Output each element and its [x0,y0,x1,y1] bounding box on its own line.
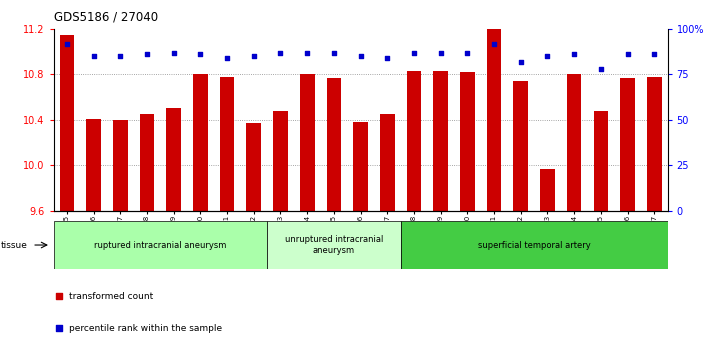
Text: superficial temporal artery: superficial temporal artery [478,241,590,249]
Bar [59,35,74,211]
Point [221,55,233,61]
Point [488,41,500,46]
Bar [113,120,128,211]
Bar [193,74,208,211]
Bar [166,109,181,211]
Text: unruptured intracranial
aneurysm: unruptured intracranial aneurysm [285,235,383,255]
Point [195,52,206,57]
Point [542,53,553,59]
Bar [487,29,501,211]
Point [88,53,99,59]
Point [622,52,633,57]
Bar [433,71,448,211]
Point [248,53,259,59]
Bar [267,221,401,269]
Point [515,59,526,65]
Point [54,293,65,299]
Bar [567,74,581,211]
Bar [593,111,608,211]
Bar [220,77,234,211]
Point [381,55,393,61]
Point [595,66,607,72]
Bar [300,74,315,211]
Text: GDS5186 / 27040: GDS5186 / 27040 [54,11,158,24]
Point [61,41,73,46]
Point [275,50,286,56]
Bar [620,78,635,211]
Text: ruptured intracranial aneurysm: ruptured intracranial aneurysm [94,241,226,249]
Point [568,52,580,57]
Text: tissue: tissue [1,241,28,249]
Bar [273,111,288,211]
Point [168,50,179,56]
Bar [380,114,395,211]
Point [54,325,65,331]
Bar [54,221,267,269]
Bar [513,81,528,211]
Point [435,50,446,56]
Point [114,53,126,59]
Point [301,50,313,56]
Bar [246,123,261,211]
Bar [540,168,555,211]
Bar [353,122,368,211]
Bar [140,114,154,211]
Point [141,52,153,57]
Bar [407,71,421,211]
Point [408,50,420,56]
Point [328,50,340,56]
Bar [86,119,101,211]
Bar [460,72,475,211]
Bar [326,78,341,211]
Text: percentile rank within the sample: percentile rank within the sample [69,324,222,333]
Bar [401,221,668,269]
Point [355,53,366,59]
Bar [647,77,662,211]
Point [462,50,473,56]
Text: transformed count: transformed count [69,292,154,301]
Point [648,52,660,57]
